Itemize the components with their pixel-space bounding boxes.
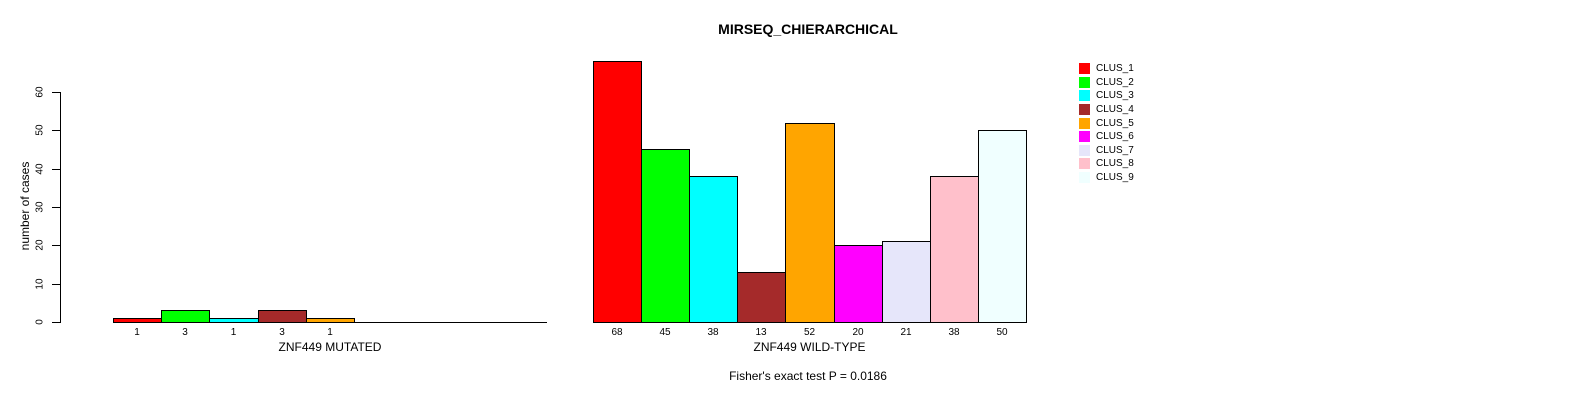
legend-label: CLUS_7	[1096, 144, 1134, 156]
bar-clus_6	[834, 245, 883, 323]
legend-swatch-icon	[1079, 158, 1090, 170]
bar-clus_7	[882, 241, 931, 323]
bar-clus_2	[161, 310, 210, 323]
bar-value-label: 52	[803, 327, 816, 338]
bar-clus_8	[930, 176, 979, 323]
y-tick-mark	[52, 322, 60, 323]
y-axis-line	[60, 92, 61, 323]
y-tick-label: 0	[34, 319, 46, 325]
bar-clus_1	[593, 61, 642, 323]
y-tick-label: 20	[34, 239, 46, 251]
y-tick-mark	[52, 245, 60, 246]
legend-label: CLUS_8	[1096, 158, 1134, 170]
legend-item-clus_4: CLUS_4	[1079, 103, 1134, 117]
bar-clus_5	[306, 318, 355, 323]
y-tick-label: 50	[34, 124, 46, 136]
legend-item-clus_1: CLUS_1	[1079, 62, 1134, 76]
bar-value-label: 1	[134, 327, 140, 338]
y-tick-mark	[52, 92, 60, 93]
bar-value-label: 68	[611, 327, 623, 338]
bar-value-label: 1	[230, 327, 237, 338]
y-tick-label: 40	[34, 163, 46, 175]
bar-value-label: 38	[707, 327, 719, 338]
panel-znf449-wild-type: ZNF449 WILD-TYPE 68 45 38 13 52 20 21 38 50	[593, 45, 1027, 354]
x-axis-label-wild-type: ZNF449 WILD-TYPE	[753, 340, 866, 354]
bar-clus_3	[689, 176, 738, 323]
legend-swatch-icon	[1079, 90, 1090, 102]
bar-value-label: 50	[996, 327, 1008, 338]
legend-item-clus_6: CLUS_6	[1079, 130, 1134, 144]
legend-item-clus_2: CLUS_2	[1079, 76, 1134, 90]
legend-item-clus_8: CLUS_8	[1079, 157, 1134, 171]
bar-value-label: 1	[327, 327, 333, 338]
legend-label: CLUS_9	[1096, 172, 1134, 184]
chart-title: MIRSEQ_CHIERARCHICAL	[718, 21, 898, 37]
bar-value-label: 20	[852, 327, 864, 338]
bar-clus_4	[737, 272, 786, 323]
legend-swatch-icon	[1079, 104, 1090, 116]
legend-swatch-icon	[1079, 131, 1090, 143]
legend-label: CLUS_2	[1096, 76, 1134, 88]
legend-item-clus_5: CLUS_5	[1079, 116, 1134, 130]
bar-clus_4	[258, 310, 307, 323]
legend-item-clus_3: CLUS_3	[1079, 89, 1134, 103]
x-axis-label-mutated: ZNF449 MUTATED	[278, 340, 382, 354]
legend-swatch-icon	[1079, 63, 1090, 75]
bar-value-label: 3	[279, 327, 285, 338]
bar-clus_5	[785, 123, 835, 323]
bar-clus_1	[113, 318, 162, 323]
annotation-text: Fisher's exact test P = 0.0186	[729, 369, 887, 383]
panel-znf449-mutated: ZNF449 MUTATED 1 3 1 3 1	[113, 45, 547, 354]
bar-value-label: 45	[659, 327, 671, 338]
y-tick-mark	[52, 130, 60, 131]
legend-item-clus_9: CLUS_9	[1079, 171, 1134, 185]
y-axis-label: number of cases	[18, 161, 32, 251]
legend-swatch-icon	[1079, 117, 1090, 129]
legend-swatch-icon	[1079, 172, 1090, 184]
bar-value-label: 13	[755, 327, 767, 338]
legend-swatch-icon	[1079, 144, 1090, 156]
bar-value-label: 3	[182, 327, 188, 338]
legend-label: CLUS_4	[1096, 104, 1134, 116]
y-tick-mark	[52, 169, 60, 170]
bar-clus_2	[641, 149, 690, 323]
y-tick-label: 30	[34, 201, 46, 213]
legend-item-clus_7: CLUS_7	[1079, 144, 1134, 158]
bar-value-label: 38	[948, 327, 960, 338]
bar-clus_9	[978, 130, 1027, 323]
bar-value-label: 21	[900, 327, 912, 338]
legend-swatch-icon	[1079, 76, 1090, 88]
y-tick-mark	[52, 207, 60, 208]
legend-label: CLUS_1	[1096, 63, 1134, 75]
bar-clus_3	[209, 318, 259, 323]
legend-label: CLUS_3	[1096, 90, 1134, 102]
legend: CLUS_1 CLUS_2 CLUS_3 CLUS_4 CLUS_5 CLUS_6 CLUS…	[1079, 62, 1134, 184]
y-tick-label: 60	[34, 86, 46, 98]
legend-label: CLUS_5	[1096, 117, 1134, 129]
legend-label: CLUS_6	[1096, 131, 1134, 143]
y-tick-mark	[52, 284, 60, 285]
y-tick-label: 10	[34, 278, 46, 290]
